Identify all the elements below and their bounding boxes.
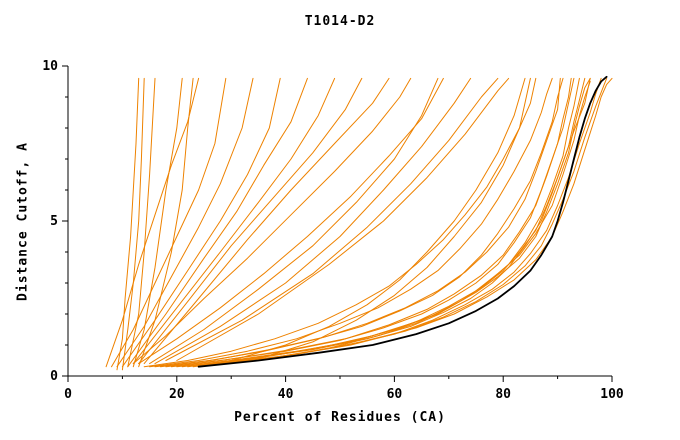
svg-text:40: 40 — [278, 387, 294, 402]
chart-title: T1014-D2 — [304, 14, 376, 29]
svg-text:0: 0 — [64, 387, 72, 402]
y-axis-label: Distance Cutoff, A — [15, 142, 31, 301]
x-axis-label: Percent of Residues (CA) — [234, 410, 446, 425]
svg-text:20: 20 — [169, 387, 185, 402]
svg-text:0: 0 — [50, 369, 58, 384]
svg-text:100: 100 — [600, 387, 624, 402]
svg-text:80: 80 — [495, 387, 511, 402]
svg-text:10: 10 — [42, 59, 58, 74]
svg-text:60: 60 — [387, 387, 403, 402]
svg-text:5: 5 — [50, 214, 58, 229]
